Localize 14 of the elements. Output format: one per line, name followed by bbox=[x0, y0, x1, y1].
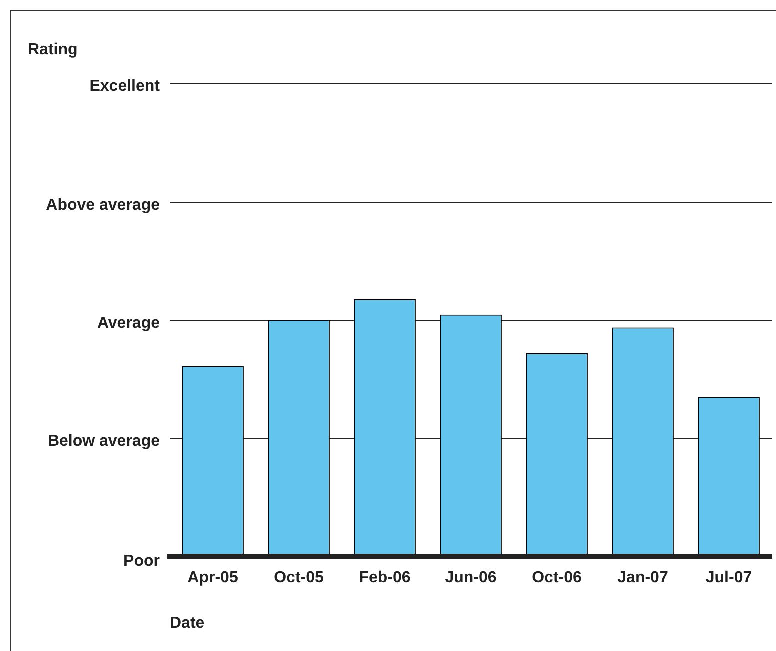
x-tick-label: Jun-06 bbox=[445, 570, 497, 587]
x-tick-label: Apr-05 bbox=[188, 570, 238, 587]
x-axis-title: Date bbox=[170, 614, 205, 632]
x-tick-label: Feb-06 bbox=[359, 570, 411, 587]
text: Rating bbox=[28, 41, 78, 58]
ref-line-label: Excellent bbox=[90, 78, 161, 95]
text: Poor bbox=[124, 553, 160, 570]
x-tick-label: Oct-05 bbox=[274, 570, 324, 587]
x-tick-label: Jul-07 bbox=[706, 570, 752, 587]
x-tick-label: Jan-07 bbox=[618, 570, 668, 587]
ref-line-label: Average bbox=[97, 314, 160, 332]
x-tick-label: Oct-06 bbox=[532, 570, 582, 587]
ref-line-label: Above average bbox=[46, 196, 160, 214]
ref-line-label: Below average bbox=[48, 432, 160, 450]
